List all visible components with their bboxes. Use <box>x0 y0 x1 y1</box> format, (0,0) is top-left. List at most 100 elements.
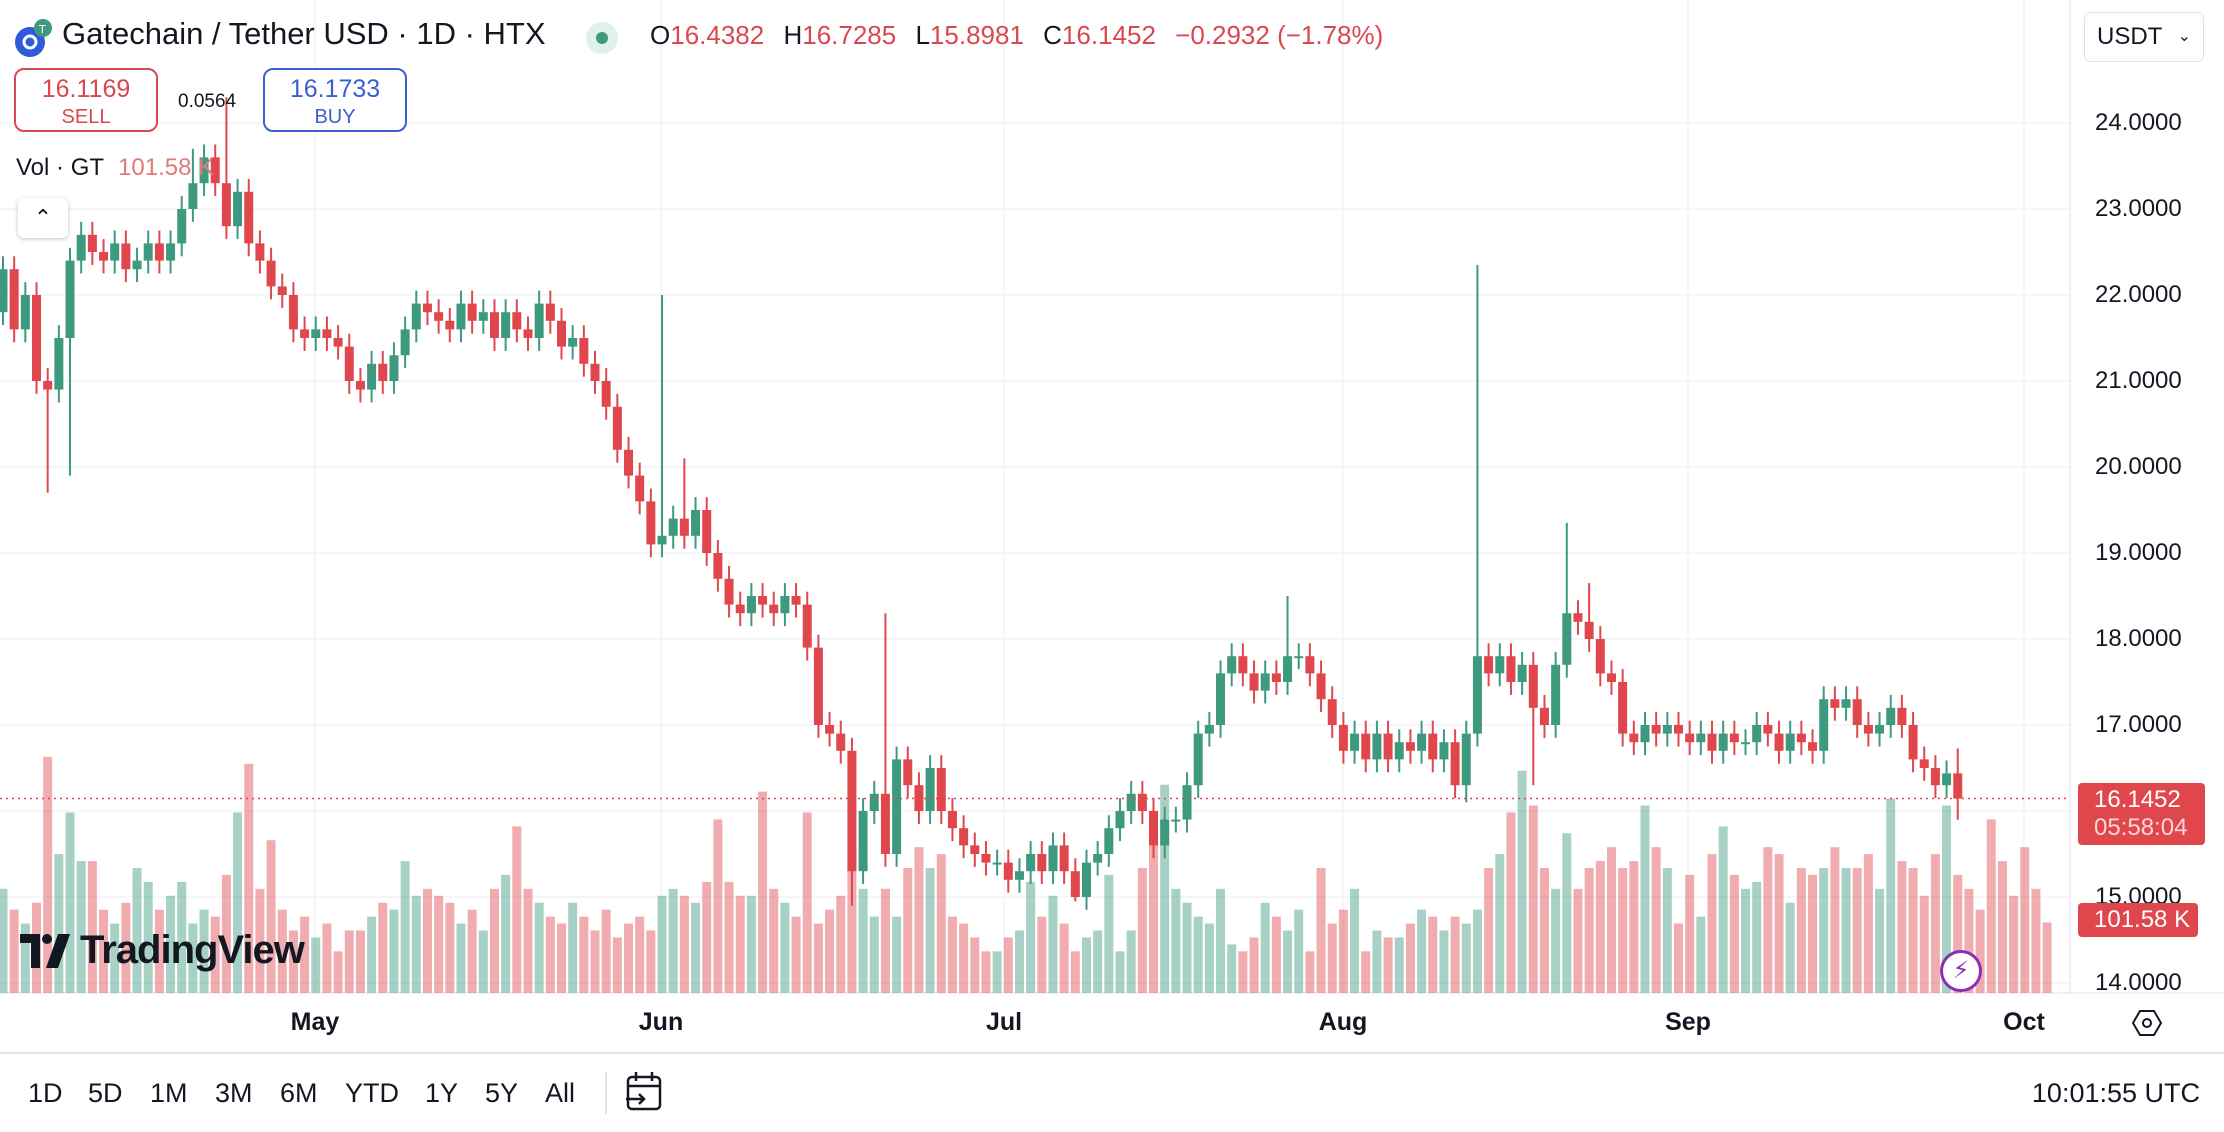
candle-body <box>199 157 209 184</box>
candle-body <box>635 475 645 502</box>
interval-5y[interactable]: 5Y <box>485 1078 519 1108</box>
candle-body <box>244 191 254 244</box>
volume-bar <box>959 923 969 993</box>
volume-bar <box>1606 847 1616 993</box>
candle-body <box>1372 733 1382 760</box>
volume-bar <box>1048 895 1058 993</box>
candle-body <box>1718 733 1728 751</box>
volume-bar <box>1394 937 1404 993</box>
volume-bar <box>813 923 823 993</box>
candle-body <box>20 295 30 330</box>
interval-1d[interactable]: 1D <box>28 1078 63 1108</box>
candle-body <box>1528 664 1538 708</box>
candle-body <box>255 243 265 261</box>
buy-label: BUY <box>314 106 356 128</box>
candle-body <box>221 183 231 227</box>
volume-bar <box>1327 923 1337 993</box>
candle-body <box>1260 673 1270 691</box>
volume-bar <box>1383 937 1393 993</box>
volume-bar <box>534 902 544 993</box>
candle-body <box>1930 768 1940 786</box>
price-tick: 22.0000 <box>2095 281 2182 308</box>
volume-bar <box>590 930 600 993</box>
sell-button[interactable]: 16.1169 SELL <box>14 68 158 132</box>
volume-bar <box>780 902 790 993</box>
volume-bar <box>288 930 298 993</box>
candle-body <box>1093 854 1103 863</box>
volume-bar <box>1528 805 1538 993</box>
volume-bar <box>1629 861 1639 993</box>
candle-body <box>892 759 902 854</box>
volume-bar <box>422 888 432 993</box>
volume-bar <box>1417 909 1427 993</box>
volume-bar <box>1350 888 1360 993</box>
volume-bar <box>434 895 444 993</box>
volume-bar <box>1651 847 1661 993</box>
candle-body <box>858 811 868 872</box>
settings-hex-icon[interactable] <box>2131 1008 2163 1038</box>
candle-body <box>903 759 913 786</box>
volume-bar <box>1551 888 1561 993</box>
candle-body <box>1819 699 1829 751</box>
interval-3m[interactable]: 3M <box>215 1078 253 1108</box>
interval-6m[interactable]: 6M <box>280 1078 318 1108</box>
candle-body <box>1584 621 1594 639</box>
ohlc-close-key: C <box>1043 20 1062 50</box>
tradingview-logo[interactable]: TradingView <box>20 928 305 973</box>
collapse-legend-button[interactable]: ⌃ <box>18 198 68 238</box>
volume-bar <box>1171 888 1181 993</box>
interval-all[interactable]: All <box>545 1078 576 1108</box>
volume-bar <box>657 895 667 993</box>
calendar-goto-icon[interactable] <box>624 1070 666 1114</box>
candle-body <box>646 501 656 545</box>
candle-body <box>1037 854 1047 872</box>
volume-bar <box>724 881 734 993</box>
volume-legend[interactable]: Vol · GT 101.58 K <box>16 154 214 182</box>
candle-body <box>880 793 890 854</box>
interval-1y[interactable]: 1Y <box>425 1078 459 1108</box>
interval-ytd[interactable]: YTD <box>345 1078 399 1108</box>
volume-bar <box>1953 874 1963 993</box>
volume-bar <box>400 861 410 993</box>
volume-bar <box>0 888 8 993</box>
volume-bar <box>1316 868 1326 993</box>
volume-bar <box>936 854 946 993</box>
interval-5d[interactable]: 5D <box>88 1078 123 1108</box>
volume-bar <box>679 895 689 993</box>
volume-bar <box>914 847 924 993</box>
candle-body <box>1942 773 1952 786</box>
volume-bar <box>1338 909 1348 993</box>
volume-bar <box>233 812 243 993</box>
volume-bar <box>758 791 768 993</box>
utc-clock[interactable]: 10:01:55 UTC <box>2031 1078 2200 1108</box>
volume-bar <box>166 895 176 993</box>
candle-body <box>1919 759 1929 768</box>
volume-bar <box>389 909 399 993</box>
interval-1m[interactable]: 1M <box>150 1078 188 1108</box>
volume-bar <box>65 812 75 993</box>
currency-select[interactable]: USDT ⌄ <box>2084 12 2204 62</box>
ohlc-high-key: H <box>783 20 803 50</box>
volume-bar <box>1149 840 1159 993</box>
candle-body <box>333 338 343 347</box>
volume-bar <box>1070 951 1080 993</box>
volume-bar <box>1841 868 1851 993</box>
candle-body <box>311 329 321 338</box>
symbol-title[interactable]: Gatechain / Tether USD · 1D · HTX <box>62 16 546 51</box>
candle-body <box>1741 742 1751 745</box>
ohlc-low-key: L <box>915 20 930 50</box>
buy-button[interactable]: 16.1733 BUY <box>263 68 407 132</box>
candle-body <box>601 381 611 407</box>
lightning-icon[interactable]: ⚡︎ <box>1940 950 1982 992</box>
price-tick: 23.0000 <box>2095 195 2182 222</box>
candle-body <box>1808 742 1818 751</box>
volume-bar <box>802 812 812 993</box>
currency-select-value: USDT <box>2097 23 2163 50</box>
volume-bar <box>54 854 64 993</box>
volume-bar <box>1539 868 1549 993</box>
candle-body <box>523 329 533 338</box>
candle-body <box>1338 725 1348 751</box>
candle-body <box>110 243 120 261</box>
candle-body <box>1149 811 1159 846</box>
